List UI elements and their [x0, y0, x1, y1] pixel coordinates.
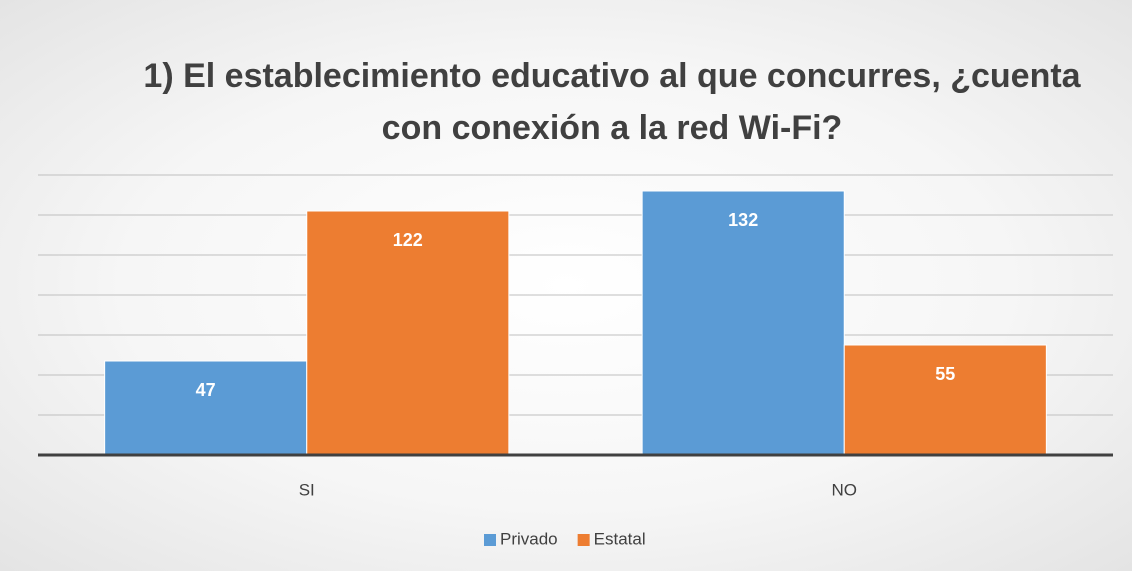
x-tick-label: SI [299, 480, 315, 499]
legend-label: Privado [500, 529, 558, 548]
data-label: 55 [935, 364, 955, 384]
x-tick-label: NO [832, 480, 858, 499]
bar [104, 360, 308, 456]
data-label: 132 [728, 210, 758, 230]
data-label: 47 [196, 380, 216, 400]
legend-swatch [577, 534, 590, 546]
bar [306, 210, 510, 456]
bar [641, 190, 845, 456]
bar [843, 344, 1047, 456]
data-label: 122 [393, 230, 423, 250]
legend-swatch [484, 534, 496, 546]
legend-label: Estatal [594, 529, 646, 548]
chart-title: 1) El establecimiento educativo al que c… [143, 57, 1081, 147]
